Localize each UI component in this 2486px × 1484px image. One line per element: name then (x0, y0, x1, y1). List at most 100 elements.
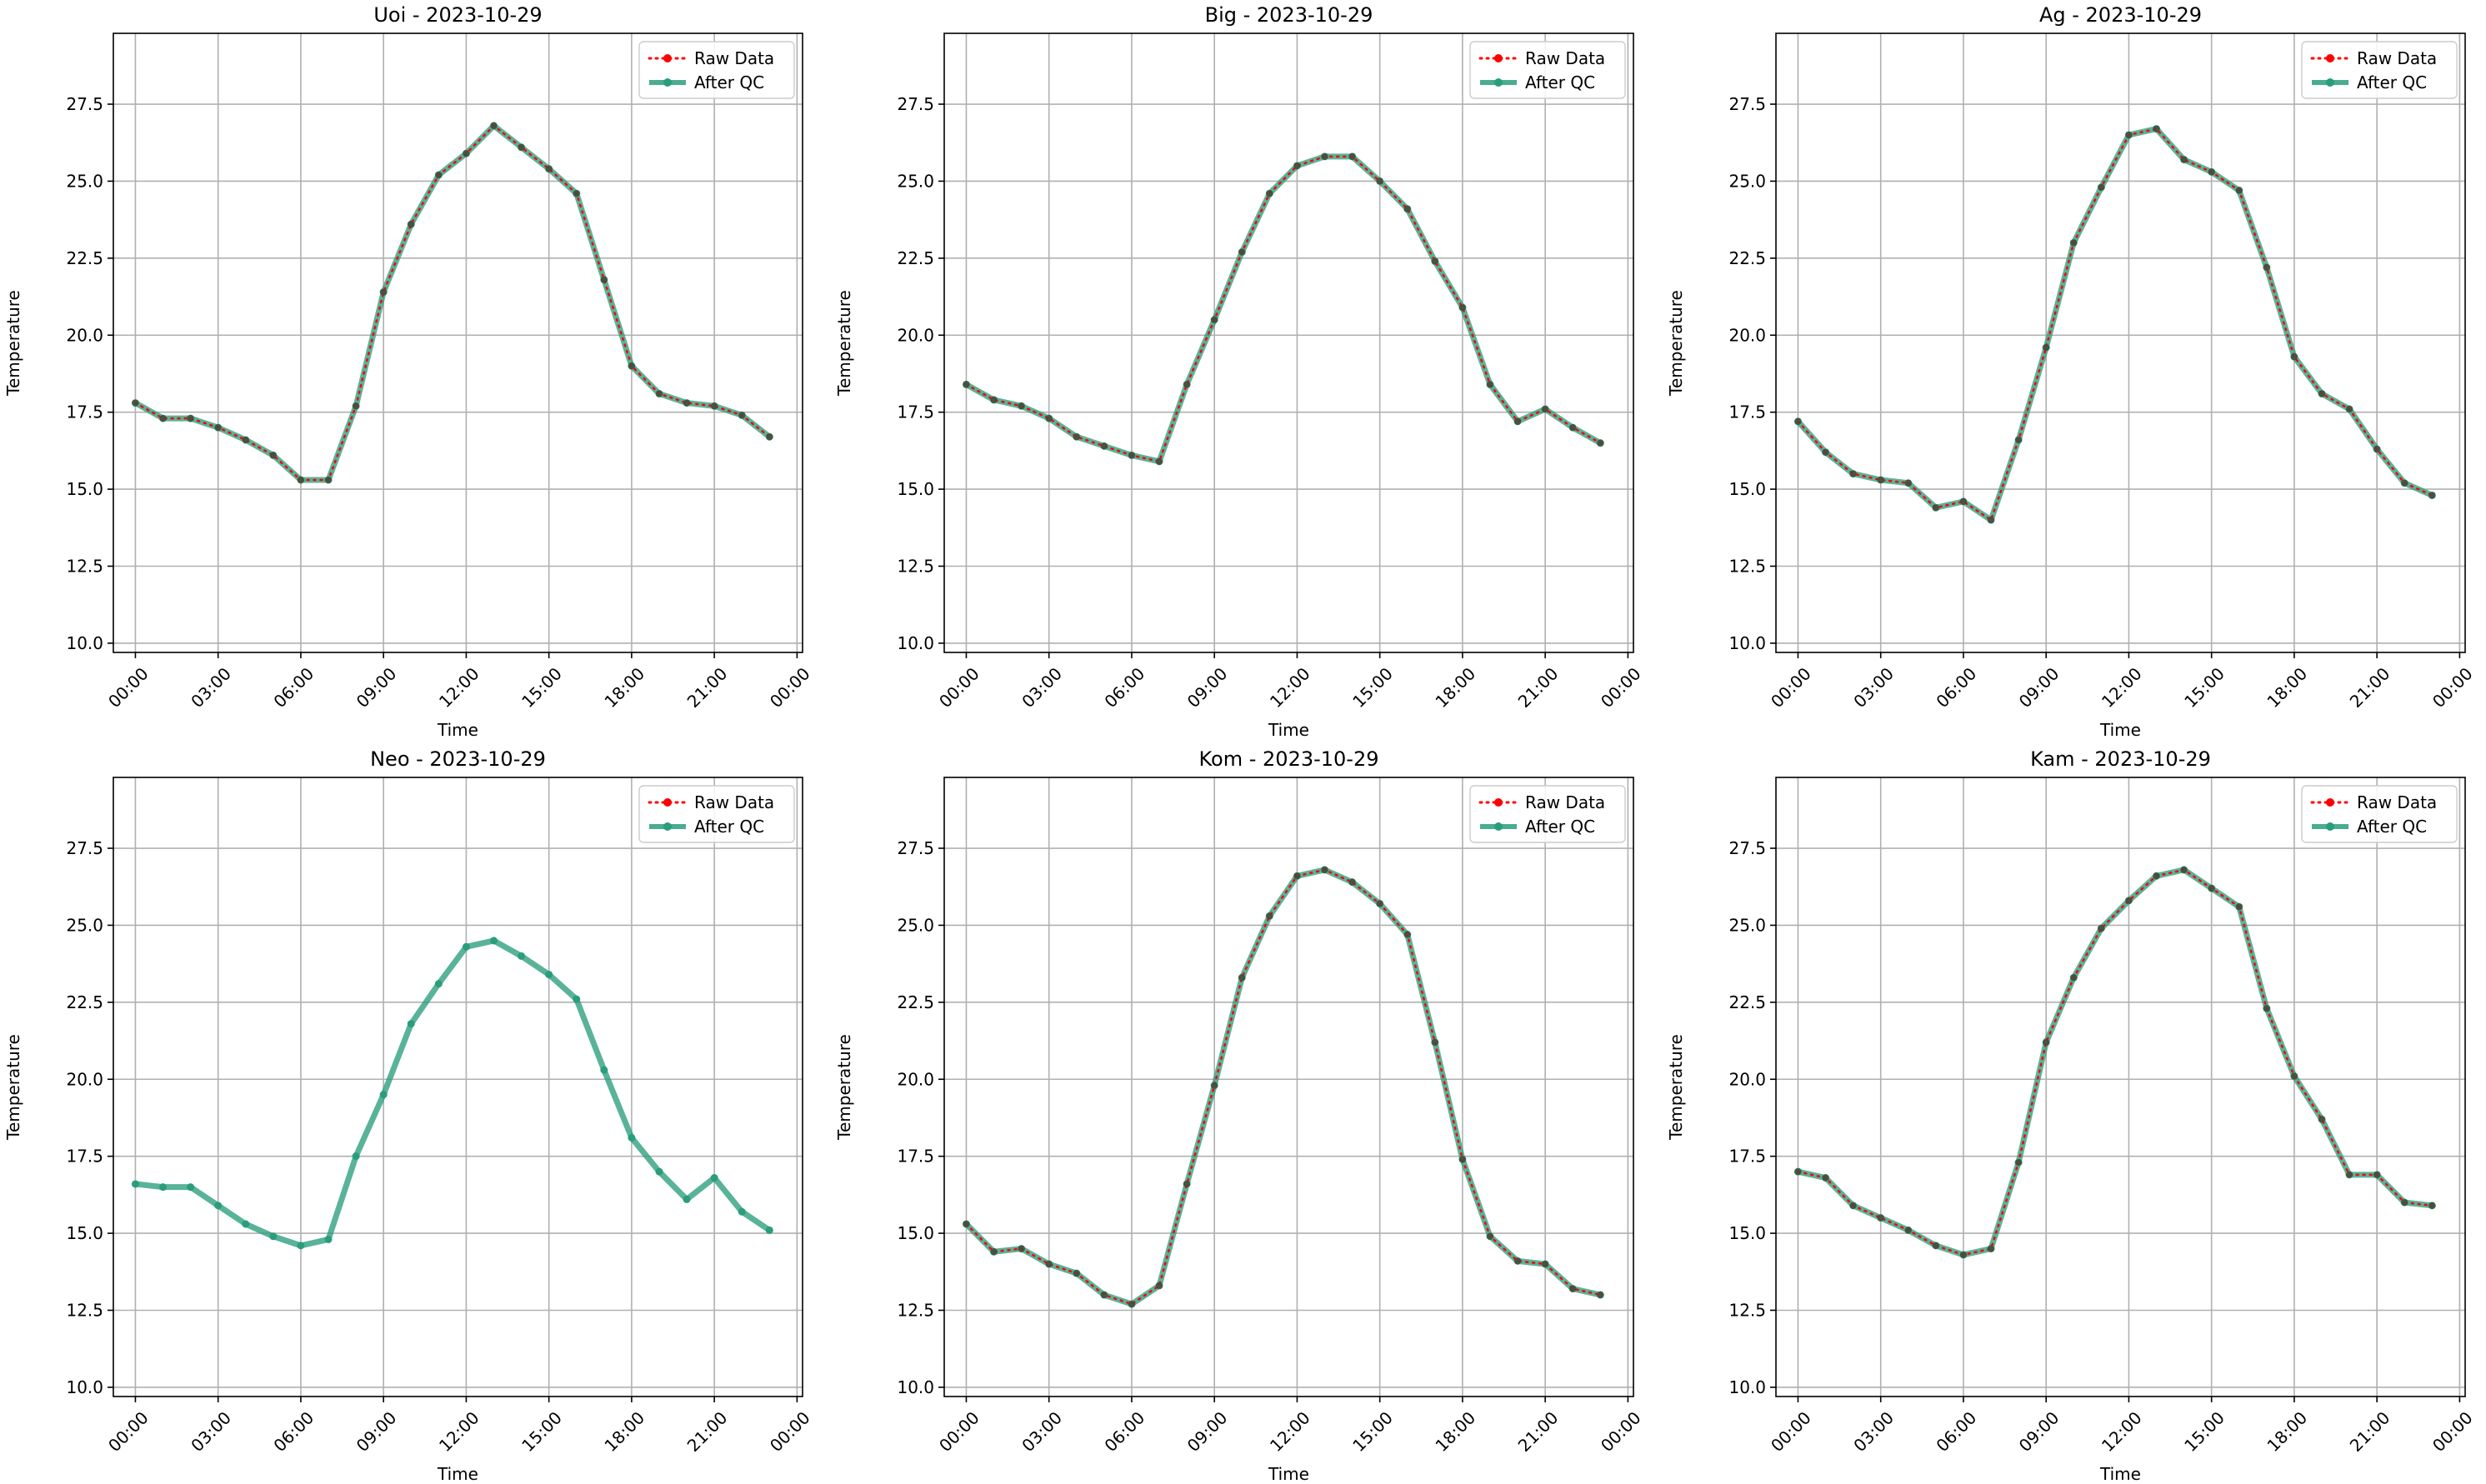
y-axis-label: Temperature (834, 290, 854, 397)
overlap-point (1156, 1282, 1163, 1289)
after-qc-point (710, 1174, 718, 1182)
x-tick-label: 21:00 (2346, 663, 2394, 712)
x-tick-label: 03:00 (187, 663, 235, 712)
legend-raw-label: Raw Data (694, 48, 774, 68)
x-axis-label: Time (2099, 1464, 2141, 1484)
raw-data-line (134, 124, 771, 482)
overlap-point (1431, 257, 1438, 265)
legend-raw-marker (1494, 54, 1503, 62)
overlap-point (1018, 402, 1025, 410)
legend-raw-marker (1494, 798, 1503, 807)
x-tick-label: 18:00 (600, 663, 648, 712)
overlap-point (1238, 248, 1246, 256)
overlap-point (1542, 1261, 1549, 1268)
overlap-point (490, 122, 498, 129)
overlap-point (2373, 446, 2381, 453)
overlap-point (1156, 457, 1163, 465)
overlap-point (1266, 912, 1273, 920)
overlap-point (1542, 405, 1549, 412)
legend-qc-marker (1494, 78, 1503, 87)
y-tick-label: 15.0 (66, 1223, 103, 1243)
overlap-point (1128, 1301, 1135, 1308)
overlap-point (1458, 1156, 1466, 1163)
overlap-point (1128, 452, 1135, 459)
x-tick-label: 12:00 (435, 1407, 483, 1456)
legend-raw-label: Raw Data (694, 792, 774, 812)
overlap-point (1904, 1227, 1912, 1234)
overlap-point (2290, 1072, 2298, 1080)
y-tick-label: 20.0 (66, 325, 103, 345)
x-tick-label: 12:00 (435, 663, 483, 712)
chart-title: Kom - 2023-10-29 (1199, 747, 1379, 771)
y-tick-label: 17.5 (1728, 1147, 1766, 1167)
x-tick-label: 00:00 (766, 1407, 814, 1456)
chart-panel: 00:00 03:00 06:00 09:00 12:00 15:00 18:00 21:00… (1666, 747, 2477, 1484)
overlap-point (1376, 177, 1383, 185)
x-tick-label: 06:00 (1933, 1407, 1981, 1456)
legend-raw-marker (663, 798, 672, 807)
raw-data-line (965, 868, 1602, 1306)
x-tick-label: 00:00 (104, 663, 153, 712)
y-tick-label: 27.5 (1728, 838, 1766, 858)
legend-raw-marker (2326, 798, 2334, 807)
overlap-point (1238, 974, 1246, 982)
raw-data-line (965, 155, 1602, 463)
y-tick-label: 10.0 (66, 633, 103, 653)
x-tick-label: 06:00 (270, 1407, 318, 1456)
overlap-point (2015, 1159, 2023, 1167)
after-qc-point (269, 1232, 278, 1241)
x-tick-label: 21:00 (683, 663, 732, 712)
y-tick-label: 25.0 (1728, 171, 1766, 191)
y-tick-label: 17.5 (66, 1147, 103, 1167)
x-tick-label: 18:00 (1431, 663, 1479, 712)
overlap-point (1794, 417, 1802, 425)
x-tick-label: 15:00 (518, 663, 566, 712)
x-axis-label: Time (437, 1464, 478, 1484)
y-tick-label: 22.5 (66, 992, 103, 1012)
x-axis-label: Time (437, 720, 478, 740)
y-tick-label: 10.0 (1728, 633, 1766, 653)
y-tick-label: 17.5 (897, 1147, 934, 1167)
overlap-point (1849, 470, 1857, 477)
overlap-point (2346, 405, 2353, 412)
overlap-point (2428, 1202, 2436, 1209)
overlap-point (1293, 162, 1301, 169)
x-axis-label: Time (2099, 720, 2141, 740)
overlap-point (325, 476, 333, 483)
overlap-point (2318, 390, 2325, 397)
x-tick-label: 15:00 (2180, 663, 2228, 712)
overlap-point (990, 396, 998, 403)
legend: Raw Data After QC (1469, 785, 1626, 843)
overlap-point (1431, 1038, 1438, 1046)
y-axis-label: Temperature (1666, 1034, 1686, 1141)
chart-title: Uoi - 2023-10-29 (373, 3, 542, 27)
y-tick-label: 15.0 (897, 479, 934, 499)
x-tick-label: 09:00 (353, 663, 401, 712)
overlap-point (2153, 872, 2160, 880)
overlap-point (573, 190, 580, 197)
after-qc-point (518, 952, 526, 960)
overlap-point (408, 221, 415, 228)
overlap-point (2070, 974, 2078, 982)
after-qc-point (187, 1183, 195, 1192)
chart-title: Ag - 2023-10-29 (2039, 3, 2202, 27)
overlap-point (2428, 492, 2436, 499)
overlap-point (1904, 479, 1912, 487)
overlap-point (1877, 476, 1884, 483)
y-axis-label: Temperature (3, 290, 23, 397)
raw-data-line (1797, 127, 2433, 522)
overlap-point (2070, 239, 2078, 247)
legend-qc-marker (2326, 822, 2334, 831)
y-tick-label: 27.5 (897, 838, 934, 858)
overlap-point (242, 436, 249, 443)
legend-qc-label: After QC (694, 72, 764, 92)
legend-raw-label: Raw Data (2357, 48, 2437, 68)
overlap-point (2373, 1171, 2381, 1178)
overlap-point (1597, 1292, 1604, 1299)
x-tick-label: 18:00 (600, 1407, 648, 1456)
overlap-point (2235, 187, 2243, 194)
overlap-point (2043, 344, 2050, 352)
overlap-point (1822, 448, 1829, 456)
overlap-point (1514, 1257, 1522, 1265)
